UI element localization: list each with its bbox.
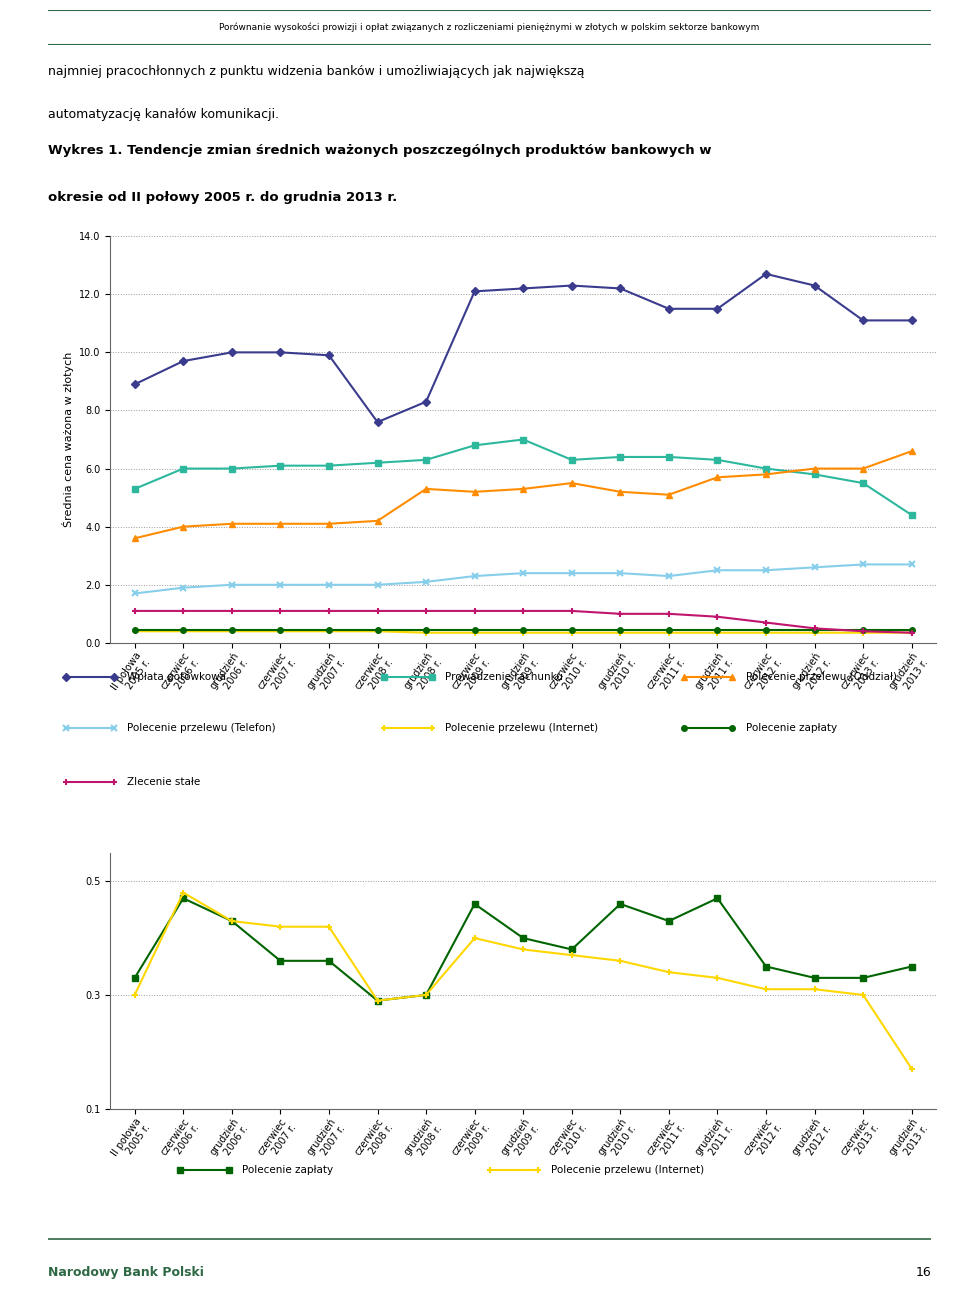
Text: najmniej pracochłonnych z punktu widzenia banków i umożliwiających jak największ: najmniej pracochłonnych z punktu widzeni… — [48, 66, 585, 79]
Text: Wpłata gotówkowa: Wpłata gotówkowa — [128, 672, 227, 682]
Text: Polecenie przelewu (Internet): Polecenie przelewu (Internet) — [445, 723, 599, 733]
Text: Polecenie zapłaty: Polecenie zapłaty — [242, 1165, 333, 1174]
Text: Prowadzenie rachunku: Prowadzenie rachunku — [445, 672, 564, 682]
Text: Polecenie przelewu (Telefon): Polecenie przelewu (Telefon) — [128, 723, 276, 733]
Text: Zlecenie stałe: Zlecenie stałe — [128, 777, 201, 787]
Text: Polecenie przelewu (Internet): Polecenie przelewu (Internet) — [551, 1165, 705, 1174]
Text: okresie od II połowy 2005 r. do grudnia 2013 r.: okresie od II połowy 2005 r. do grudnia … — [48, 192, 397, 205]
Text: automatyzację kanałów komunikacji.: automatyzację kanałów komunikacji. — [48, 108, 279, 121]
Text: Polecenie zapłaty: Polecenie zapłaty — [746, 723, 837, 733]
Y-axis label: Średnia cena ważona w złotych: Średnia cena ważona w złotych — [61, 352, 74, 527]
Text: 16: 16 — [916, 1266, 931, 1279]
Text: Polecenie przelewu (Oddział): Polecenie przelewu (Oddział) — [746, 672, 897, 682]
Text: Wykres 1. Tendencje zmian średnich ważonych poszczególnych produktów bankowych w: Wykres 1. Tendencje zmian średnich ważon… — [48, 144, 711, 157]
Text: Narodowy Bank Polski: Narodowy Bank Polski — [48, 1266, 204, 1279]
Text: Porównanie wysokości prowizji i opłat związanych z rozliczeniami pieniężnymi w z: Porównanie wysokości prowizji i opłat zw… — [220, 22, 759, 33]
